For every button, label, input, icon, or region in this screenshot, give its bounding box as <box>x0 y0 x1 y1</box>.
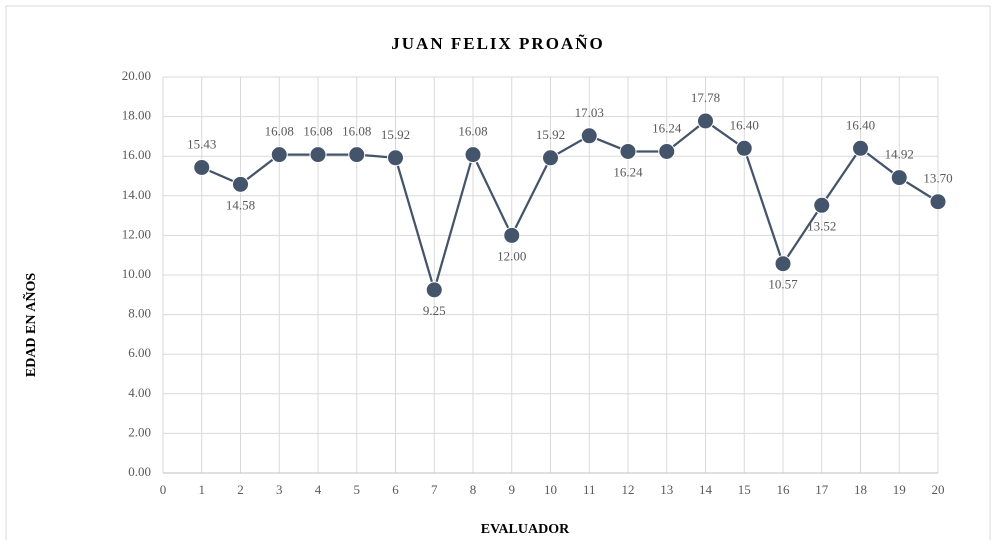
x-tick-label: 20 <box>932 482 945 497</box>
data-label: 16.40 <box>846 117 875 132</box>
x-tick-label: 19 <box>893 482 906 497</box>
data-label: 15.92 <box>536 127 565 142</box>
x-tick-label: 1 <box>199 482 206 497</box>
marker <box>193 158 211 176</box>
data-label: 14.92 <box>885 147 914 162</box>
y-tick-label: 16.00 <box>122 147 151 162</box>
y-tick-label: 8.00 <box>128 306 151 321</box>
marker <box>658 142 676 160</box>
data-label: 16.08 <box>342 124 371 139</box>
data-label: 12.00 <box>497 248 526 263</box>
marker <box>774 255 792 273</box>
data-label: 15.92 <box>381 127 410 142</box>
marker <box>890 169 908 187</box>
data-label: 16.24 <box>613 164 643 179</box>
data-label: 16.24 <box>652 120 682 135</box>
data-label: 17.78 <box>691 90 720 105</box>
x-tick-label: 7 <box>431 482 438 497</box>
marker <box>309 146 327 164</box>
y-tick-label: 0.00 <box>128 464 151 479</box>
data-label: 13.52 <box>807 218 836 233</box>
marker <box>929 193 947 211</box>
x-tick-label: 8 <box>470 482 477 497</box>
marker <box>580 127 598 145</box>
x-tick-label: 2 <box>237 482 244 497</box>
x-tick-label: 12 <box>622 482 635 497</box>
x-tick-label: 4 <box>315 482 322 497</box>
marker <box>697 112 714 130</box>
data-label: 16.08 <box>265 124 294 139</box>
y-axis-label: EDAD EN AÑOS <box>21 273 39 377</box>
y-tick-label: 14.00 <box>122 187 151 202</box>
data-label: 16.08 <box>458 124 487 139</box>
marker <box>852 139 869 157</box>
marker <box>735 139 753 157</box>
marker <box>619 142 637 160</box>
x-tick-label: 10 <box>544 482 557 497</box>
x-tick-label: 6 <box>392 482 399 497</box>
y-tick-label: 2.00 <box>128 424 151 439</box>
marker <box>387 149 404 167</box>
x-axis-label: EVALUADOR <box>481 522 570 537</box>
marker <box>813 196 831 214</box>
x-tick-label: 14 <box>699 482 713 497</box>
y-tick-label: 10.00 <box>122 266 151 281</box>
x-tick-label: 11 <box>583 482 596 497</box>
x-tick-label: 0 <box>160 482 167 497</box>
marker <box>464 146 482 164</box>
y-tick-label: 18.00 <box>122 108 151 123</box>
x-tick-label: 3 <box>276 482 283 497</box>
data-label: 13.70 <box>923 171 952 186</box>
marker <box>542 149 559 167</box>
marker <box>232 175 249 193</box>
x-tick-label: 15 <box>738 482 751 497</box>
data-label: 15.43 <box>187 136 216 151</box>
y-tick-label: 12.00 <box>122 226 151 241</box>
y-tick-label: 20.00 <box>122 68 151 83</box>
data-label: 10.57 <box>768 277 798 292</box>
data-label: 9.25 <box>423 303 446 318</box>
data-label: 16.08 <box>303 124 332 139</box>
x-tick-label: 17 <box>815 482 829 497</box>
marker <box>270 146 288 164</box>
data-label: 17.03 <box>575 105 604 120</box>
y-tick-label: 4.00 <box>128 385 151 400</box>
x-tick-label: 16 <box>777 482 791 497</box>
data-label: 14.58 <box>226 197 255 212</box>
chart-title: JUAN FELIX PROAÑO <box>391 34 604 53</box>
chart-border <box>5 5 991 540</box>
x-tick-label: 5 <box>354 482 361 497</box>
marker <box>503 226 521 244</box>
x-tick-label: 18 <box>854 482 867 497</box>
data-label: 16.40 <box>730 117 759 132</box>
marker <box>425 281 443 299</box>
x-tick-label: 13 <box>660 482 673 497</box>
x-tick-label: 9 <box>509 482 516 497</box>
y-tick-label: 6.00 <box>128 345 151 360</box>
marker <box>348 146 366 164</box>
